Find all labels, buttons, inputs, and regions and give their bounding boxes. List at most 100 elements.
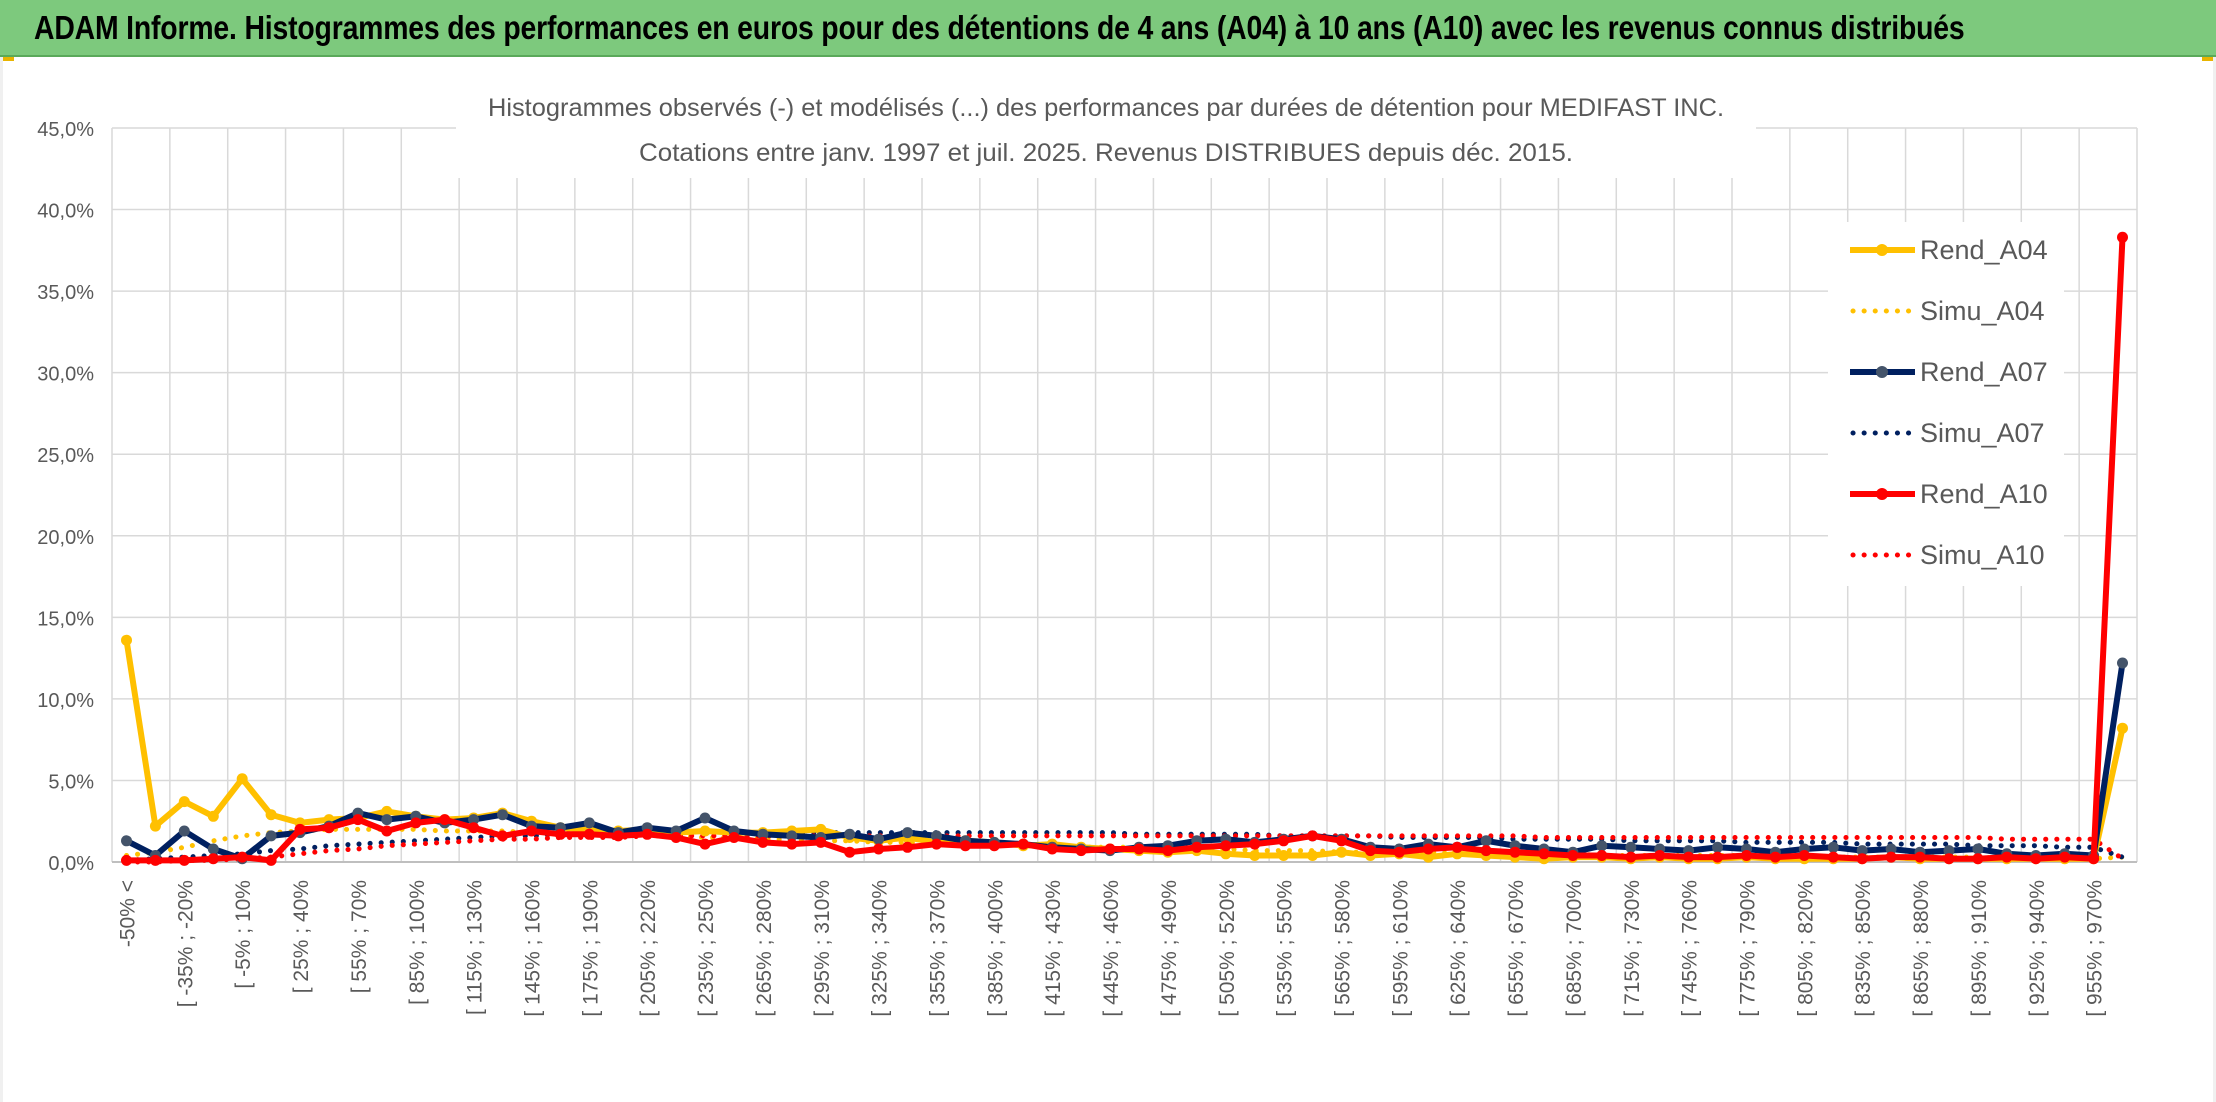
x-tick-label: [ 655% ; 670% [1505,880,1528,1017]
x-tick-label: [ 55% ; 70% [348,880,371,993]
data-point-rend-a10 [1480,845,1492,857]
data-point-rend-a07 [1885,843,1897,855]
data-point-rend-a10 [1191,841,1203,853]
chart-subtitle: Cotations entre janv. 1997 et juil. 2025… [639,139,1573,167]
data-point-rend-a07 [1943,845,1955,857]
data-point-rend-a10 [1654,850,1666,861]
data-point-rend-a07 [757,828,769,840]
y-tick-label: 10,0% [37,690,94,712]
x-tick-label: [ 355% ; 370% [926,880,949,1017]
data-point-rend-a07 [1480,835,1492,847]
y-axis-tick-labels: 0,0% 5,0% 10,0% 15,0% 20,0% 25,0% 30,0% 35,0% 40… [37,119,94,875]
data-point-rend-a04 [381,805,393,817]
data-point-rend-a04 [149,820,161,832]
data-point-rend-a10 [959,840,971,852]
legend-label: Rend_A07 [1920,357,2048,387]
data-point-rend-a10 [1567,850,1579,861]
x-tick-label: [ 235% ; 250% [695,880,718,1017]
y-tick-label: 5,0% [48,771,94,793]
data-point-rend-a04 [178,796,190,808]
legend-entry-simu-a10: Simu_A10 [1850,540,2045,570]
data-point-rend-a07 [207,843,219,855]
data-point-rend-a10 [728,832,740,843]
data-point-rend-a07 [1712,841,1723,853]
data-point-rend-a10 [2059,851,2071,863]
chart-legend: Rend_A04 Simu_A04 Rend_A07 Simu_A07 Rend_A10… [1828,222,2064,586]
x-tick-label: [ 25% ; 40% [290,880,313,993]
x-tick-label: [ 445% ; 460% [1100,880,1123,1017]
data-point-rend-a10 [1827,851,1839,863]
x-tick-label: [ 415% ; 430% [1042,880,1065,1017]
data-point-rend-a10 [1046,843,1058,855]
y-tick-label: 15,0% [37,608,94,630]
x-tick-label: [ 535% ; 550% [1274,880,1297,1017]
legend-entry-rend-a07: Rend_A07 [1850,357,2048,387]
legend-entry-rend-a10: Rend_A10 [1850,479,2048,509]
legend-background [1828,222,2064,586]
x-tick-label: [ 865% ; 880% [1910,880,1933,1017]
data-point-rend-a04 [1307,850,1318,861]
data-point-rend-a07 [1827,841,1839,853]
data-point-rend-a10 [612,830,624,842]
data-point-rend-a07 [468,814,480,826]
data-point-rend-a10 [265,854,277,866]
data-point-rend-a07 [1972,843,1984,855]
data-point-rend-a10 [1104,843,1116,855]
y-tick-label: 30,0% [37,364,94,386]
data-point-rend-a10 [554,828,566,840]
data-point-rend-a10 [1625,851,1637,863]
data-point-rend-a10 [1914,851,1926,863]
x-tick-label: [ -5% ; 10% [232,880,255,989]
x-tick-label: [ 145% ; 160% [521,880,544,1017]
data-point-rend-a10 [1336,835,1347,847]
data-point-rend-a10 [1451,841,1463,853]
data-point-rend-a07 [1625,841,1637,853]
chart-frame [0,57,2216,1102]
legend-marker [1876,244,1888,256]
data-point-rend-a07 [178,825,190,837]
x-tick-label: [ 685% ; 700% [1563,880,1586,1017]
data-point-rend-a07 [265,830,277,842]
y-tick-label: 35,0% [37,282,94,304]
data-point-rend-a04 [2117,722,2128,734]
data-point-rend-a10 [1364,845,1376,857]
data-point-rend-a10 [1393,846,1405,858]
data-point-rend-a10 [1798,850,1810,861]
data-point-rend-a10 [1017,838,1029,850]
x-tick-label: [ 625% ; 640% [1447,880,1470,1017]
y-tick-label: 45,0% [37,119,94,141]
data-point-rend-a07 [1856,845,1868,857]
data-point-rend-a10 [1278,835,1290,847]
x-tick-label: [ 895% ; 910% [1968,880,1991,1017]
data-point-rend-a04 [207,810,219,822]
data-point-rend-a10 [1075,845,1087,857]
legend-entry-simu-a04: Simu_A04 [1850,296,2045,326]
data-point-rend-a10 [1943,853,1955,865]
banner-title: ADAM Informe. Histogrammes des performan… [34,9,1965,46]
frame-corner-right [2202,57,2216,61]
data-point-rend-a10 [583,828,595,840]
data-point-rend-a04 [815,823,827,835]
data-point-rend-a10 [1683,851,1695,863]
data-point-rend-a10 [1422,843,1434,855]
data-point-rend-a10 [381,825,393,837]
data-point-rend-a10 [149,854,161,866]
frame-corner-left [0,57,14,61]
y-tick-label: 20,0% [37,527,94,549]
data-point-rend-a04 [1220,848,1232,860]
data-point-rend-a10 [1509,846,1521,858]
series-rend-a10 [121,231,2128,866]
series-simu-a10 [124,833,2125,865]
x-tick-label: [ 505% ; 520% [1216,880,1239,1017]
data-point-rend-a10 [236,851,248,863]
data-point-rend-a10 [1133,843,1145,855]
data-point-rend-a10 [207,853,219,865]
report-banner: ADAM Informe. Histogrammes des performan… [0,0,2216,57]
legend-marker [1876,366,1888,378]
x-tick-label: [ 565% ; 580% [1331,880,1354,1017]
data-point-rend-a10 [844,846,856,858]
data-point-rend-a07 [497,809,508,821]
x-tick-label: [ 805% ; 820% [1794,880,1817,1017]
data-point-rend-a10 [2030,853,2042,865]
data-point-rend-a07 [786,830,798,842]
